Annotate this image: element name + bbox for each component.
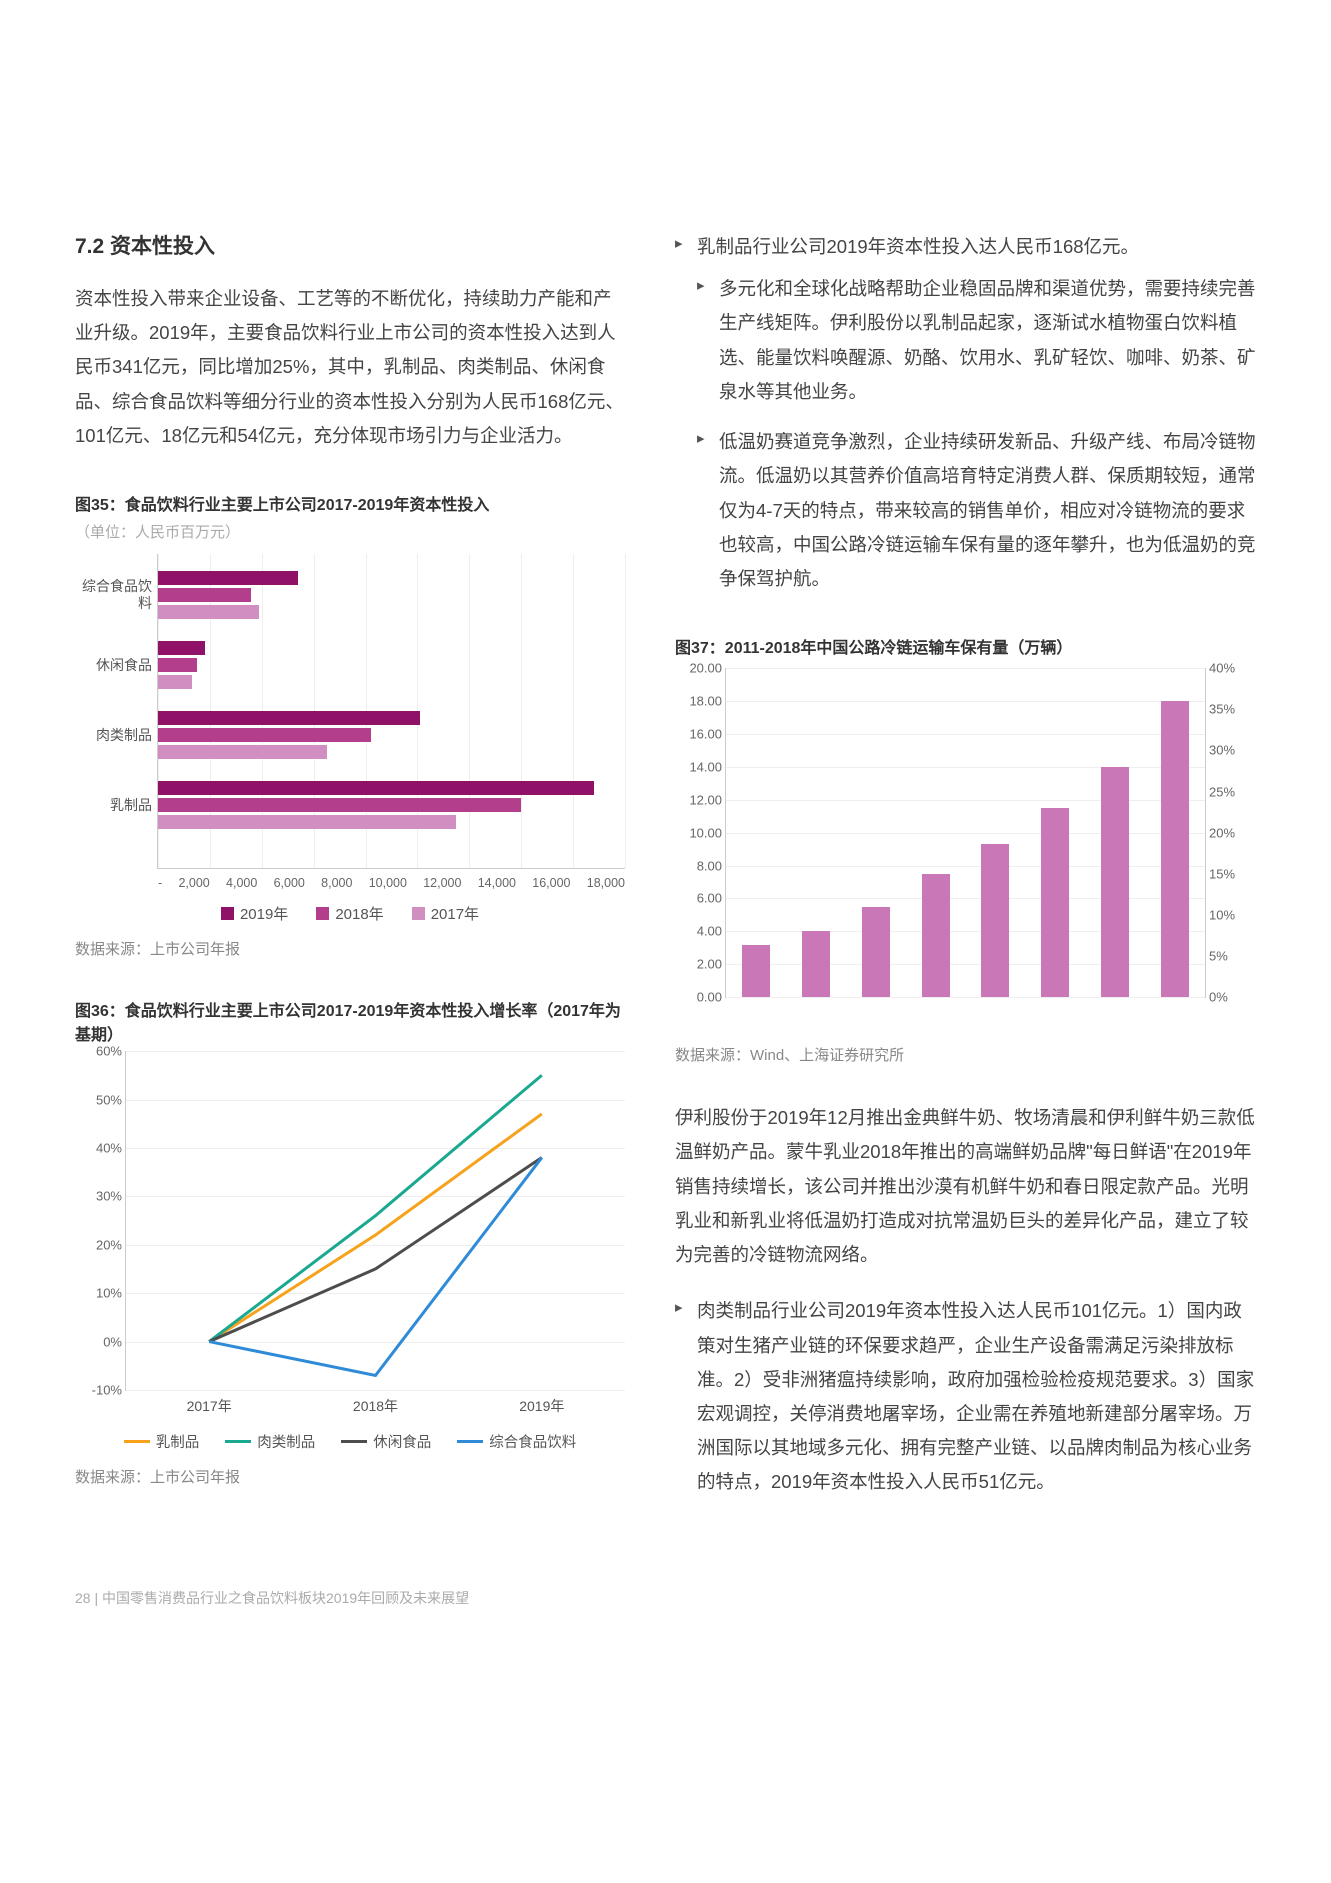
fig37-bar bbox=[862, 907, 890, 997]
fig35-bar bbox=[158, 588, 251, 602]
fig35-bar bbox=[158, 711, 420, 725]
bullet-dairy-sub-1: 低温奶赛道竞争激烈，企业持续研发新品、升级产线、布局冷链物流。低温奶以其营养价值… bbox=[697, 425, 1256, 596]
fig36-title: 图36：食品饮料行业主要上市公司2017-2019年资本性投入增长率（2017年… bbox=[75, 997, 625, 1045]
fig35-legend-item: 2019年 bbox=[221, 903, 288, 924]
bullet-list-bottom: 肉类制品行业公司2019年资本性投入达人民币101亿元。1）国内政策对生猪产业链… bbox=[675, 1294, 1256, 1499]
fig36-legend-item: 乳制品 bbox=[124, 1431, 200, 1452]
bullet-dairy-sublist: 多元化和全球化战略帮助企业稳固品牌和渠道优势，需要持续完善生产线矩阵。伊利股份以… bbox=[697, 272, 1256, 596]
fig35-category-label: 肉类制品 bbox=[80, 727, 152, 744]
fig35-category-label: 乳制品 bbox=[80, 797, 152, 814]
fig35-bar bbox=[158, 571, 298, 585]
fig35-bar bbox=[158, 745, 327, 759]
fig35-bar bbox=[158, 781, 594, 795]
left-column: 7.2 资本性投入 资本性投入带来企业设备、工艺等的不断优化，持续助力产能和产业… bbox=[75, 230, 625, 1518]
fig35-bar bbox=[158, 798, 521, 812]
fig35-bar bbox=[158, 605, 259, 619]
fig35-bar bbox=[158, 815, 456, 829]
page: 7.2 资本性投入 资本性投入带来企业设备、工艺等的不断优化，持续助力产能和产业… bbox=[75, 230, 1256, 1518]
fig35-bar bbox=[158, 641, 205, 655]
fig36-chart: -10%0%10%20%30%40%50%60%2017年2018年2019年 bbox=[125, 1051, 625, 1391]
fig35-chart: 综合食品饮料休闲食品肉类制品乳制品-2,0004,0006,0008,00010… bbox=[157, 554, 625, 869]
right-paragraph: 伊利股份于2019年12月推出金典鲜牛奶、牧场清晨和伊利鲜牛奶三款低温鲜奶产品。… bbox=[675, 1101, 1256, 1272]
section-title: 7.2 资本性投入 bbox=[75, 230, 625, 260]
fig36-legend-item: 休闲食品 bbox=[341, 1431, 431, 1452]
fig35-bar bbox=[158, 728, 371, 742]
fig37-chart: 0.002.004.006.008.0010.0012.0014.0016.00… bbox=[725, 668, 1206, 998]
fig35-bar bbox=[158, 658, 197, 672]
fig36-legend-item: 肉类制品 bbox=[225, 1431, 315, 1452]
bullet-meat: 肉类制品行业公司2019年资本性投入达人民币101亿元。1）国内政策对生猪产业链… bbox=[675, 1294, 1256, 1499]
intro-paragraph: 资本性投入带来企业设备、工艺等的不断优化，持续助力产能和产业升级。2019年，主… bbox=[75, 282, 625, 453]
fig35-category-label: 休闲食品 bbox=[80, 657, 152, 674]
fig35-source: 数据来源：上市公司年报 bbox=[75, 938, 625, 959]
right-column: 乳制品行业公司2019年资本性投入达人民币168亿元。 多元化和全球化战略帮助企… bbox=[675, 230, 1256, 1518]
fig35-legend-item: 2018年 bbox=[316, 903, 383, 924]
fig37-bar bbox=[981, 844, 1009, 997]
footer-sep: | bbox=[94, 1590, 102, 1606]
bullet-list-top: 乳制品行业公司2019年资本性投入达人民币168亿元。 多元化和全球化战略帮助企… bbox=[675, 230, 1256, 596]
fig35-legend: 2019年 2018年 2017年 bbox=[75, 903, 625, 924]
fig37-bar bbox=[742, 945, 770, 998]
fig36-legend-item: 综合食品饮料 bbox=[457, 1431, 576, 1452]
fig37-bar bbox=[1161, 701, 1189, 997]
fig35-legend-item: 2017年 bbox=[412, 903, 479, 924]
fig37-bar bbox=[922, 874, 950, 997]
fig35-category-label: 综合食品饮料 bbox=[80, 578, 152, 612]
fig36-legend: 乳制品 肉类制品 休闲食品 综合食品饮料 bbox=[75, 1431, 625, 1452]
bullet-dairy-sub-0: 多元化和全球化战略帮助企业稳固品牌和渠道优势，需要持续完善生产线矩阵。伊利股份以… bbox=[697, 272, 1256, 409]
fig37-title: 图37：2011-2018年中国公路冷链运输车保有量（万辆） bbox=[675, 634, 1256, 658]
fig35-subtitle: （单位：人民币百万元） bbox=[75, 521, 625, 542]
fig37-bar bbox=[802, 931, 830, 997]
bullet-dairy-text: 乳制品行业公司2019年资本性投入达人民币168亿元。 bbox=[697, 236, 1139, 257]
page-footer: 28 | 中国零售消费品行业之食品饮料板块2019年回顾及未来展望 bbox=[75, 1588, 1256, 1608]
fig37-source: 数据来源：Wind、上海证券研究所 bbox=[675, 1044, 1256, 1065]
fig37-bar bbox=[1101, 767, 1129, 997]
footer-text: 中国零售消费品行业之食品饮料板块2019年回顾及未来展望 bbox=[102, 1590, 469, 1606]
page-number: 28 bbox=[75, 1590, 91, 1606]
fig35-title: 图35：食品饮料行业主要上市公司2017-2019年资本性投入 bbox=[75, 491, 625, 515]
fig35-bar bbox=[158, 675, 192, 689]
bullet-dairy: 乳制品行业公司2019年资本性投入达人民币168亿元。 多元化和全球化战略帮助企… bbox=[675, 230, 1256, 596]
fig36-source: 数据来源：上市公司年报 bbox=[75, 1466, 625, 1487]
fig37-bar bbox=[1041, 808, 1069, 997]
